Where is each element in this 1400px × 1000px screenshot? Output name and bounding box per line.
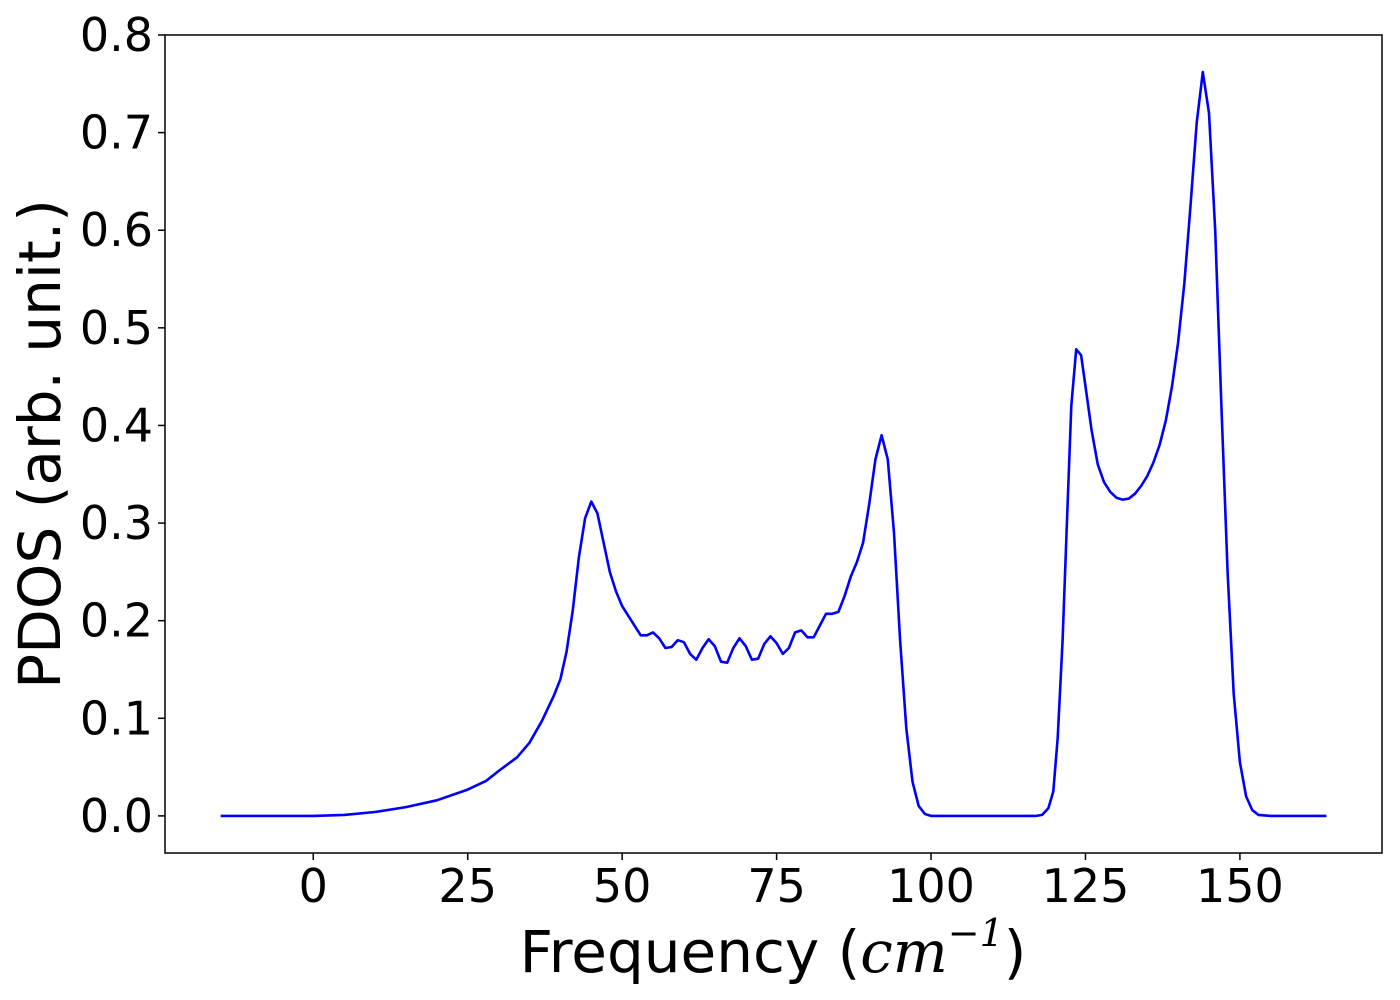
x-tick-label: 125: [1042, 859, 1130, 913]
y-axis-label: PDOS (arb. unit.): [6, 199, 74, 689]
y-tick-label: 0.8: [80, 8, 153, 62]
x-axis-unit: cm: [860, 918, 947, 986]
plot-area: [164, 34, 1383, 854]
y-tick-label: 0.1: [80, 691, 153, 745]
x-tick-label: 25: [438, 859, 497, 913]
x-axis-label: Frequency (cm−1): [520, 911, 1027, 986]
y-tick-label: 0.4: [80, 398, 153, 452]
y-tick-label: 0.2: [80, 594, 153, 648]
x-tick-label: 0: [299, 859, 328, 913]
series-layer: [220, 70, 1327, 818]
x-axis-ticks: 0 25 50 75 100 125 150: [299, 853, 1284, 913]
y-tick-label: 0.5: [80, 301, 153, 355]
y-tick-label: 0.0: [80, 789, 153, 843]
y-tick-label: 0.7: [80, 106, 153, 160]
y-tick-label: 0.3: [80, 496, 153, 550]
x-axis-unit-exponent: −1: [948, 911, 1004, 955]
x-tick-label: 100: [887, 859, 975, 913]
pdos-series-line: [220, 70, 1327, 818]
x-tick-label: 50: [593, 859, 652, 913]
x-tick-label: 75: [747, 859, 806, 913]
x-tick-label: 150: [1196, 859, 1284, 913]
y-axis-ticks: 0.0 0.1 0.2 0.3 0.4 0.5 0.6 0.7 0.8: [80, 8, 165, 843]
x-axis-label-text: Frequency: [520, 918, 820, 986]
y-tick-label: 0.6: [80, 203, 153, 257]
